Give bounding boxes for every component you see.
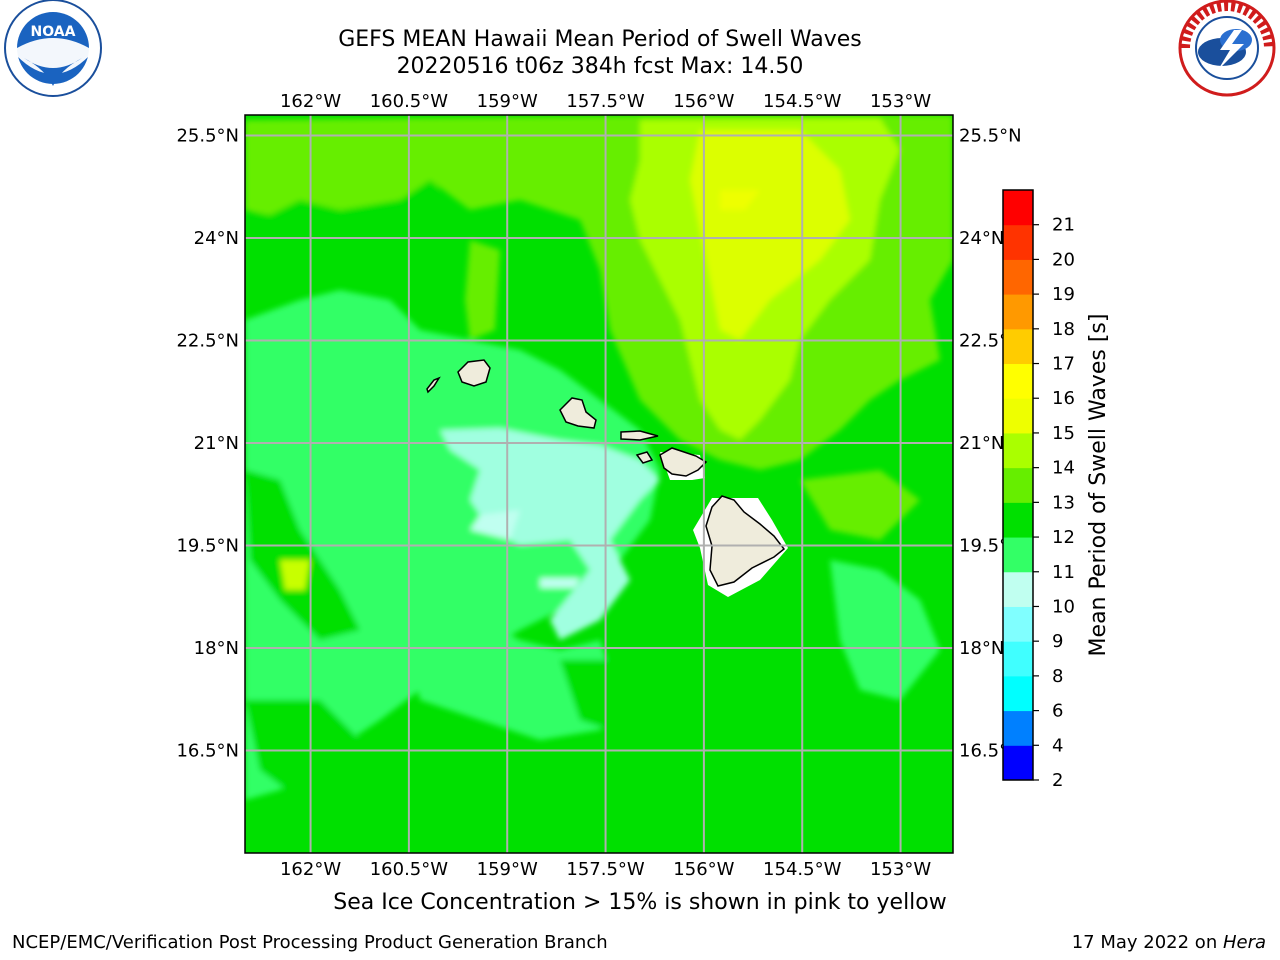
colorbar-band bbox=[1003, 467, 1033, 503]
lon-label-bottom: 162°W bbox=[280, 859, 341, 880]
lat-label-right: 18°N bbox=[959, 638, 1004, 659]
map-gridlines bbox=[245, 115, 953, 853]
island-oahu bbox=[559, 397, 597, 429]
lat-label-right: 25.5°N bbox=[959, 126, 1022, 147]
colorbar-band bbox=[1003, 259, 1033, 295]
colorbar-band bbox=[1003, 675, 1033, 712]
colorbar-tick-label: 19 bbox=[1052, 284, 1075, 305]
lon-label-top: 162°W bbox=[280, 91, 341, 112]
island-molokai bbox=[620, 430, 659, 441]
lon-label-top: 154.5°W bbox=[763, 91, 842, 112]
colorbar-tick-label: 14 bbox=[1052, 458, 1075, 479]
chart-title: GEFS MEAN Hawaii Mean Period of Swell Wa… bbox=[338, 27, 862, 52]
lon-label-bottom: 154.5°W bbox=[763, 859, 842, 880]
noaa-logo-text: NOAA bbox=[31, 24, 76, 40]
nws-logo bbox=[1178, 0, 1276, 97]
colorbar-tick-label: 9 bbox=[1052, 631, 1063, 652]
lon-label-top: 153°W bbox=[870, 91, 931, 112]
island-kauai bbox=[457, 359, 491, 387]
colorbar-tick-label: 21 bbox=[1052, 215, 1075, 236]
chart-subtitle: 20220516 t06z 384h fcst Max: 14.50 bbox=[396, 54, 804, 79]
colorbar-band bbox=[1003, 190, 1033, 226]
map-frame bbox=[244, 114, 954, 854]
colorbar-band bbox=[1003, 606, 1033, 642]
island-maui bbox=[659, 447, 708, 477]
lat-label-left: 24°N bbox=[194, 228, 239, 249]
lat-label-left: 18°N bbox=[194, 638, 239, 659]
lat-label-right: 21°N bbox=[959, 433, 1004, 454]
colorbar-tick-label: 12 bbox=[1052, 527, 1075, 548]
island-lanai bbox=[635, 451, 654, 464]
colorbar-frame bbox=[1002, 189, 1034, 781]
colorbar-band bbox=[1003, 537, 1033, 573]
colorbar-band bbox=[1003, 328, 1033, 365]
colorbar-tick-label: 4 bbox=[1052, 735, 1063, 756]
footer-date-text: 17 May 2022 on bbox=[1071, 932, 1223, 953]
lat-label-right: 24°N bbox=[959, 228, 1004, 249]
colorbar-tick-label: 13 bbox=[1052, 492, 1075, 513]
footer-credit: NCEP/EMC/Verification Post Processing Pr… bbox=[12, 932, 608, 953]
footer-host: Hera bbox=[1222, 932, 1266, 953]
colorbar-band bbox=[1003, 502, 1033, 538]
colorbar-band bbox=[1003, 224, 1033, 260]
colorbar-label: Mean Period of Swell Waves [s] bbox=[1086, 314, 1111, 657]
lat-label-left: 25.5°N bbox=[176, 126, 239, 147]
colorbar-band bbox=[1003, 745, 1033, 781]
colorbar-band bbox=[1003, 294, 1033, 330]
colorbar-band bbox=[1003, 363, 1033, 399]
lat-label-left: 22.5°N bbox=[176, 331, 239, 352]
island-niihau bbox=[426, 376, 441, 394]
island-hawaii bbox=[705, 495, 786, 587]
colorbar-band bbox=[1003, 432, 1033, 469]
lon-label-bottom: 156°W bbox=[673, 859, 734, 880]
colorbar-tick-label: 18 bbox=[1052, 319, 1075, 340]
colorbar-tick-label: 11 bbox=[1052, 562, 1075, 583]
colorbar-tick-label: 20 bbox=[1052, 249, 1075, 270]
lon-label-top: 156°W bbox=[673, 91, 734, 112]
colorbar-band bbox=[1003, 398, 1033, 434]
lat-label-left: 19.5°N bbox=[176, 536, 239, 557]
colorbar-band bbox=[1003, 571, 1033, 607]
colorbar-tick-label: 8 bbox=[1052, 666, 1063, 687]
noaa-logo: NOAA bbox=[4, 0, 102, 97]
colorbar bbox=[1002, 189, 1039, 781]
colorbar-tick-label: 17 bbox=[1052, 354, 1075, 375]
sea-ice-note: Sea Ice Concentration > 15% is shown in … bbox=[333, 890, 947, 915]
lon-label-bottom: 160.5°W bbox=[370, 859, 449, 880]
lon-label-top: 157.5°W bbox=[566, 91, 645, 112]
colorbar-band bbox=[1003, 710, 1033, 746]
colorbar-tick-label: 10 bbox=[1052, 596, 1075, 617]
lat-label-left: 16.5°N bbox=[176, 741, 239, 762]
footer-date: 17 May 2022 on Hera bbox=[1072, 932, 1266, 953]
lon-label-bottom: 153°W bbox=[870, 859, 931, 880]
lon-label-top: 160.5°W bbox=[370, 91, 449, 112]
lat-label-left: 21°N bbox=[194, 433, 239, 454]
colorbar-tick-label: 6 bbox=[1052, 701, 1063, 722]
colorbar-tick-label: 16 bbox=[1052, 388, 1075, 409]
lon-label-bottom: 157.5°W bbox=[566, 859, 645, 880]
contour-field bbox=[245, 115, 953, 853]
colorbar-band bbox=[1003, 641, 1033, 677]
lon-label-top: 159°W bbox=[477, 91, 538, 112]
islands bbox=[426, 359, 786, 587]
lon-label-bottom: 159°W bbox=[477, 859, 538, 880]
colorbar-tick-label: 15 bbox=[1052, 423, 1075, 444]
colorbar-tick-label: 2 bbox=[1052, 770, 1063, 791]
